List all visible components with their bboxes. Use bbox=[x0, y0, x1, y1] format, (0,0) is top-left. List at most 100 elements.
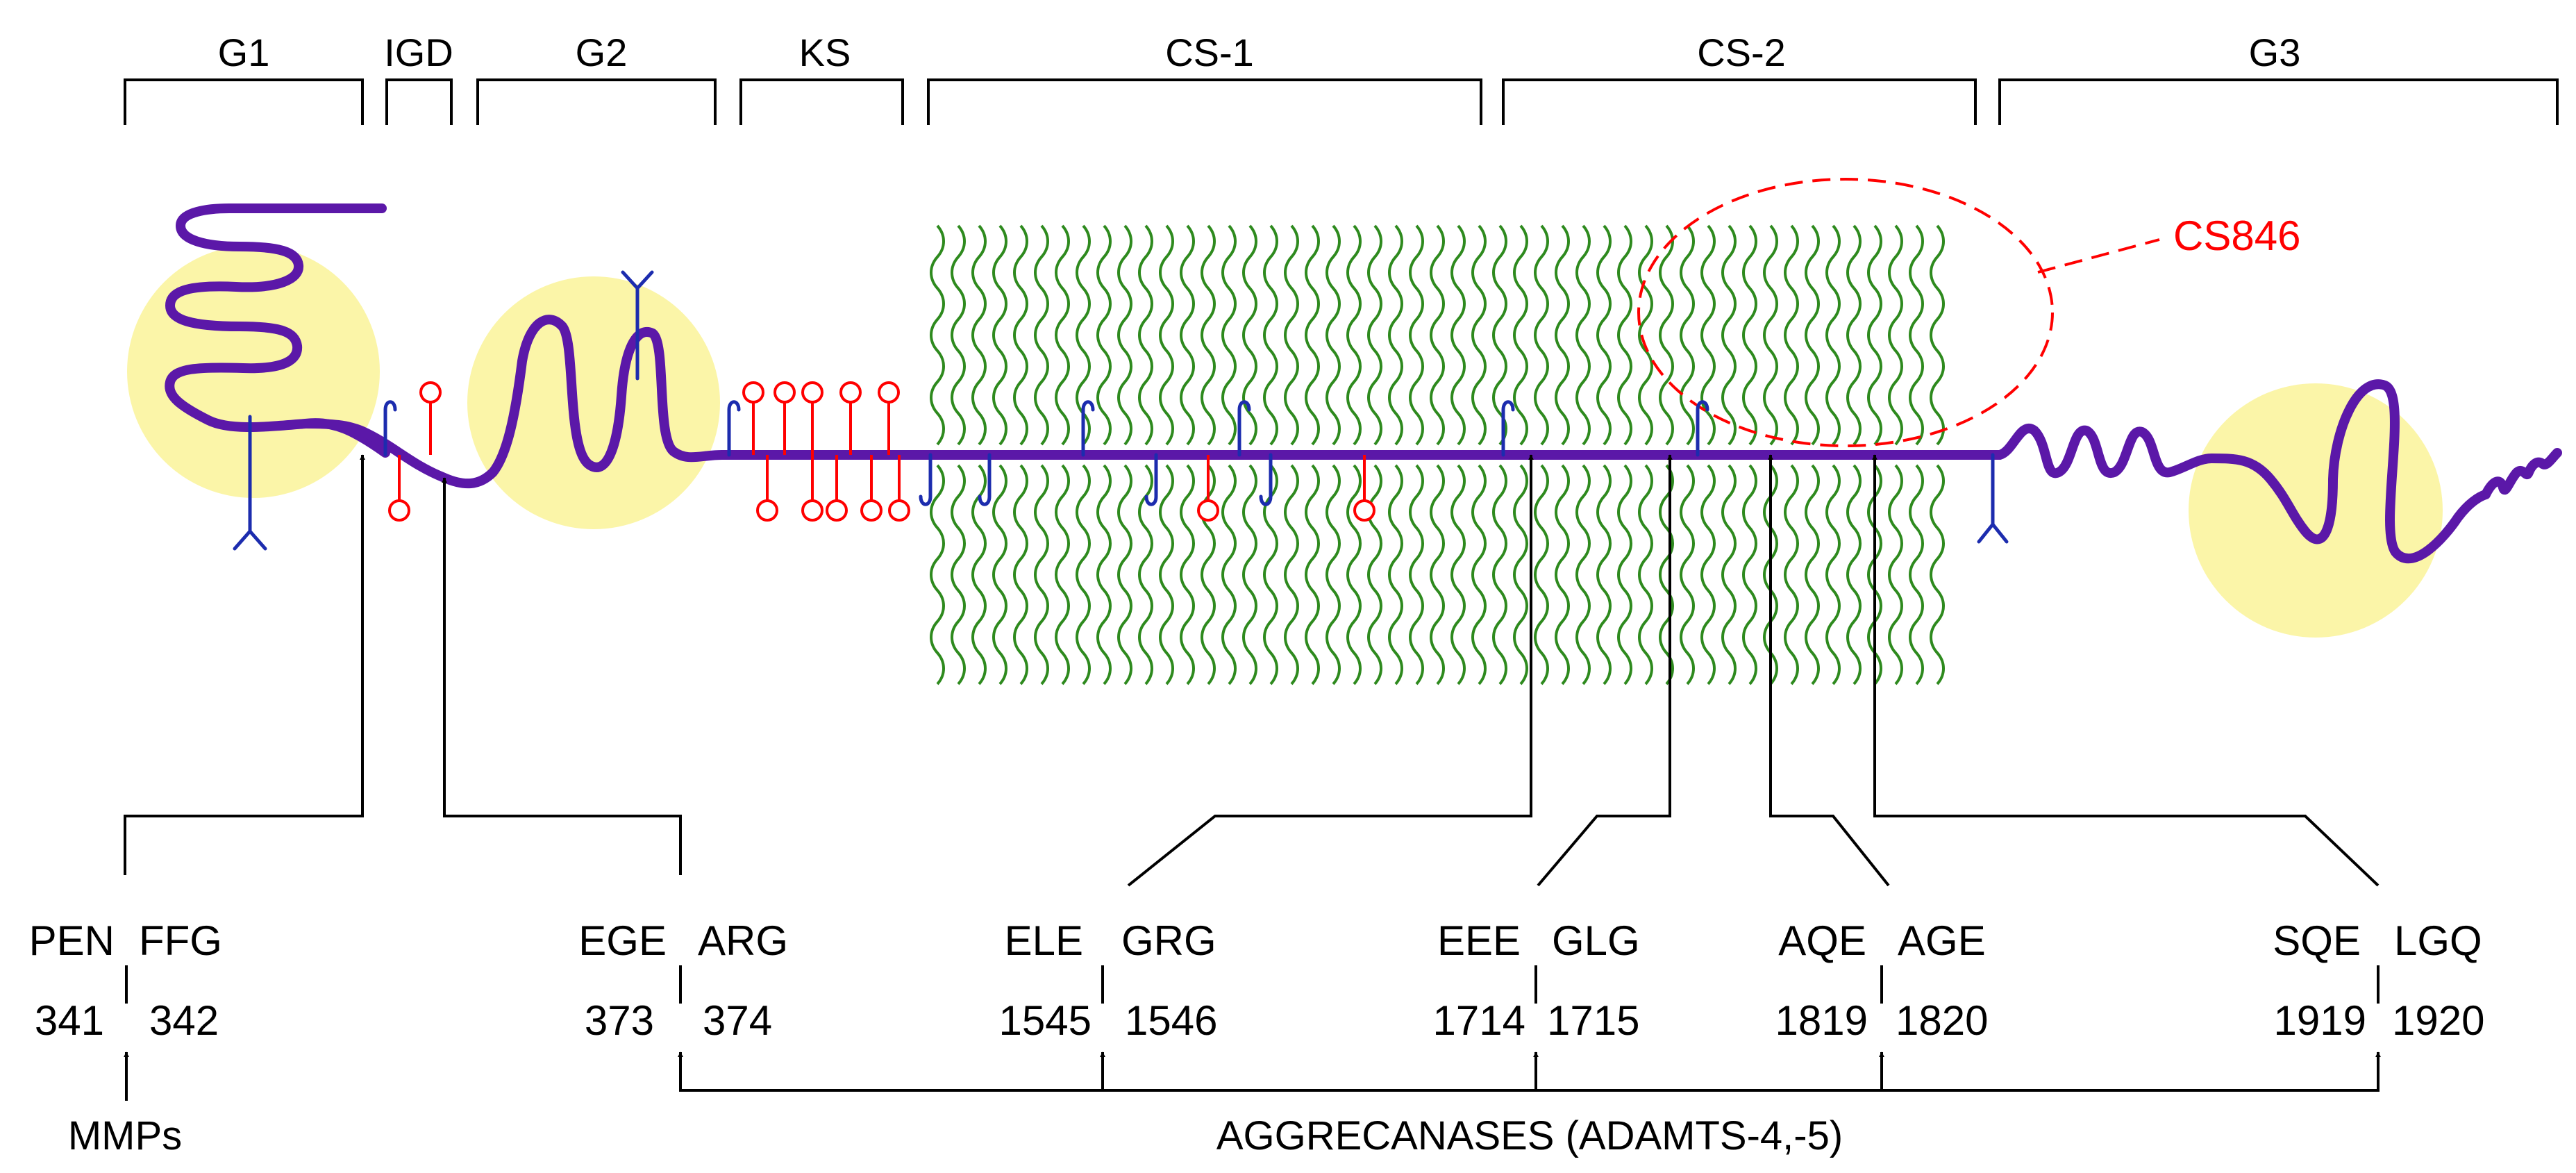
cs-chain-down-19 bbox=[1325, 464, 1341, 685]
label-igd: IGD bbox=[384, 31, 453, 74]
connector-sqe-lgq bbox=[1872, 454, 2380, 887]
cs-chain-down-13 bbox=[1201, 464, 1216, 685]
o-glycan-up-5 bbox=[1696, 400, 1709, 457]
cs-chain-down-6 bbox=[1055, 464, 1070, 685]
site-1546-right-num: 1546 bbox=[1125, 997, 1217, 1044]
site-341-left-seq: PEN bbox=[29, 917, 115, 964]
site-1714-left-seq: EEE bbox=[1437, 917, 1521, 964]
cs-chain-down-10 bbox=[1138, 464, 1153, 685]
cs-chain-down-9 bbox=[1117, 464, 1132, 685]
cs-chain-up-1 bbox=[951, 224, 966, 446]
ks-head-up-4 bbox=[839, 381, 862, 404]
cs-chain-down-0 bbox=[930, 464, 945, 685]
site-1545-left-num: 1545 bbox=[999, 997, 1092, 1044]
cs-chain-down-11 bbox=[1159, 464, 1174, 685]
cs-chain-up-34 bbox=[1638, 224, 1653, 446]
domain-labels: G1 IGD G2 KS CS-1 CS-2 G3 bbox=[218, 31, 2301, 74]
cs-chain-down-46 bbox=[1888, 464, 1903, 685]
aggrecanases-label: AGGRECANASES (ADAMTS-4,-5) bbox=[1216, 1113, 1843, 1158]
ks-head-down-6 bbox=[1197, 499, 1219, 522]
bracket-cs1 bbox=[927, 78, 1482, 125]
cs-chain-down-44 bbox=[1846, 464, 1862, 685]
cs-chain-down-25 bbox=[1450, 464, 1466, 685]
cs-chain-down-22 bbox=[1388, 464, 1403, 685]
globe-g2 bbox=[467, 276, 720, 529]
mmps-label: MMPs bbox=[68, 1113, 182, 1158]
o-glycan-up-4 bbox=[1501, 400, 1515, 457]
site-1715-right-num: 1715 bbox=[1547, 997, 1639, 1044]
cs-chain-up-33 bbox=[1617, 224, 1632, 446]
cs-chain-down-30 bbox=[1555, 464, 1570, 685]
cs-chain-down-3 bbox=[992, 464, 1007, 685]
cs-chain-down-7 bbox=[1076, 464, 1091, 685]
o-glycan-down-3 bbox=[1259, 453, 1273, 506]
ks-head-down-5 bbox=[888, 499, 910, 522]
n-glycan-g3-junction bbox=[1977, 453, 2009, 544]
cs-chain-down-42 bbox=[1805, 464, 1820, 685]
site-373-left-seq: EGE bbox=[578, 917, 667, 964]
ks-head-up-1 bbox=[742, 381, 764, 404]
ks-head-up-5 bbox=[878, 381, 900, 404]
cs-chain-down-2 bbox=[971, 464, 987, 685]
ks-head-down-0 bbox=[388, 499, 410, 522]
cleavage-connectors bbox=[124, 454, 2380, 887]
cs-chain-up-7 bbox=[1076, 224, 1091, 446]
cs-chain-down-1 bbox=[951, 464, 966, 685]
site-373-left-num: 373 bbox=[585, 997, 654, 1044]
cs-chain-down-12 bbox=[1180, 464, 1195, 685]
cs-chain-down-29 bbox=[1534, 464, 1549, 685]
cs-chain-up-46 bbox=[1888, 224, 1903, 446]
site-1919-left-seq: SQE bbox=[2273, 917, 2361, 964]
cs-chain-down-20 bbox=[1346, 464, 1362, 685]
connector-ege-arg bbox=[442, 477, 682, 875]
cs-chain-up-30 bbox=[1555, 224, 1570, 446]
connector-pen-ffg bbox=[124, 454, 365, 875]
cs-chain-down-24 bbox=[1430, 464, 1445, 685]
cs-chain-up-11 bbox=[1159, 224, 1174, 446]
cs-chain-down-34 bbox=[1638, 464, 1653, 685]
cs-chain-up-0 bbox=[930, 224, 945, 446]
site-1920-right-seq: LGQ bbox=[2394, 917, 2482, 964]
cs-chain-up-22 bbox=[1388, 224, 1403, 446]
cs-chain-down-17 bbox=[1284, 464, 1299, 685]
cs-chain-up-6 bbox=[1055, 224, 1070, 446]
cs-chain-up-10 bbox=[1138, 224, 1153, 446]
cs-chain-up-2 bbox=[971, 224, 987, 446]
connector-eee-glg bbox=[1537, 454, 1673, 887]
cs-chain-up-43 bbox=[1825, 224, 1841, 446]
cs-chain-down-48 bbox=[1930, 464, 1945, 685]
site-1819-left-num: 1819 bbox=[1775, 997, 1868, 1044]
cs-chain-up-27 bbox=[1492, 224, 1507, 446]
ks-head-down-7 bbox=[1353, 499, 1375, 522]
site-1715-right-seq: GLG bbox=[1552, 917, 1640, 964]
cs-chain-up-47 bbox=[1909, 224, 1924, 446]
cs-chain-up-9 bbox=[1117, 224, 1132, 446]
label-g1: G1 bbox=[218, 31, 270, 74]
cs-chain-up-26 bbox=[1471, 224, 1487, 446]
bracket-g1 bbox=[124, 78, 364, 125]
core-line-g1-ks bbox=[301, 315, 727, 489]
cs-chain-down-14 bbox=[1221, 464, 1237, 685]
connector-aqe-age bbox=[1768, 454, 1890, 887]
cs-chain-up-48 bbox=[1930, 224, 1945, 446]
site-341-left-num: 341 bbox=[35, 997, 104, 1044]
cs846-epitope: CS846 bbox=[1637, 178, 2300, 447]
bracket-g2 bbox=[476, 78, 717, 125]
cs-chain-up-35 bbox=[1659, 224, 1674, 446]
cs-chain-down-35 bbox=[1659, 464, 1674, 685]
cs-chain-down-18 bbox=[1305, 464, 1320, 685]
cs-chain-down-43 bbox=[1825, 464, 1841, 685]
cs-chain-up-25 bbox=[1450, 224, 1466, 446]
n-glycan-g2 bbox=[621, 270, 654, 381]
bracket-ks bbox=[739, 78, 904, 125]
cs846-ellipse bbox=[1637, 178, 2054, 447]
cs846-label: CS846 bbox=[2173, 213, 2300, 259]
label-ks: KS bbox=[799, 31, 851, 74]
cs-chain-up-8 bbox=[1096, 224, 1112, 446]
cs-chain-up-41 bbox=[1784, 224, 1799, 446]
cs846-leader bbox=[2037, 238, 2160, 274]
ks-head-down-4 bbox=[860, 499, 883, 522]
o-glycan-up-1 bbox=[727, 400, 741, 457]
site-1545-left-seq: ELE bbox=[1005, 917, 1083, 964]
cs-chain-up-39 bbox=[1742, 224, 1757, 446]
